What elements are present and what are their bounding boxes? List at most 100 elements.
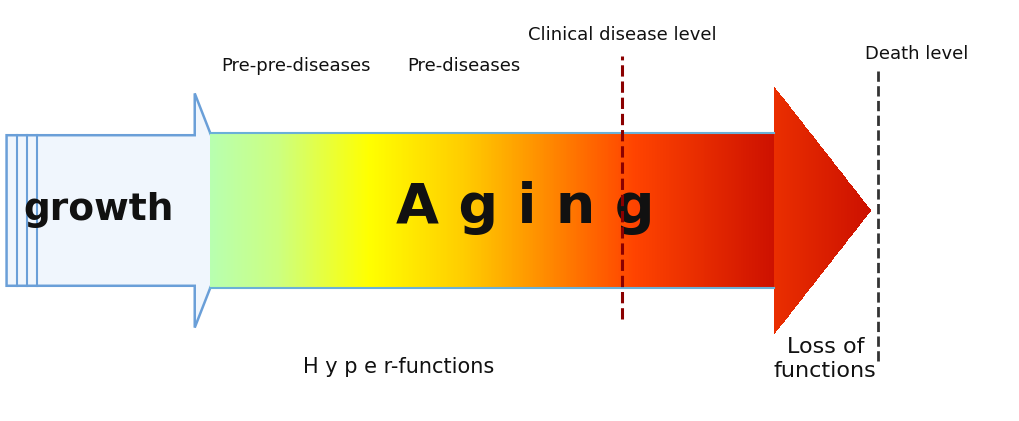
Bar <box>463 133 464 288</box>
Bar <box>688 133 689 288</box>
Bar <box>244 133 245 288</box>
Bar <box>233 133 235 288</box>
Bar <box>713 133 714 288</box>
Bar <box>728 133 729 288</box>
Bar <box>380 133 382 288</box>
Bar <box>604 133 606 288</box>
Bar <box>257 133 258 288</box>
Bar <box>389 133 390 288</box>
Bar <box>638 133 640 288</box>
Bar <box>397 133 398 288</box>
Bar <box>338 133 339 288</box>
Bar <box>258 133 259 288</box>
Bar <box>215 133 217 288</box>
Bar <box>637 133 638 288</box>
Bar <box>723 133 725 288</box>
Bar <box>534 133 535 288</box>
Text: Pre-diseases: Pre-diseases <box>408 57 521 75</box>
Bar <box>294 133 296 288</box>
Bar <box>354 133 355 288</box>
Bar <box>544 133 545 288</box>
Bar <box>424 133 426 288</box>
Bar <box>689 133 691 288</box>
Bar <box>586 133 588 288</box>
Bar <box>572 133 574 288</box>
Bar <box>739 133 740 288</box>
Bar <box>369 133 371 288</box>
Bar <box>764 133 765 288</box>
Bar <box>610 133 611 288</box>
Bar <box>376 133 378 288</box>
Bar <box>475 133 476 288</box>
Bar <box>268 133 269 288</box>
Bar <box>236 133 238 288</box>
Bar <box>492 133 493 288</box>
Bar <box>414 133 416 288</box>
Bar <box>452 133 453 288</box>
Text: Death level: Death level <box>864 45 968 63</box>
Bar <box>630 133 632 288</box>
Bar <box>570 133 571 288</box>
Bar <box>678 133 680 288</box>
Bar <box>581 133 582 288</box>
Bar <box>511 133 512 288</box>
Bar <box>747 133 748 288</box>
Bar <box>474 133 475 288</box>
Bar <box>607 133 608 288</box>
Bar <box>615 133 618 288</box>
Bar <box>375 133 376 288</box>
Bar <box>351 133 353 288</box>
Bar <box>275 133 276 288</box>
Bar <box>416 133 417 288</box>
Bar <box>423 133 424 288</box>
Bar <box>263 133 265 288</box>
Bar <box>406 133 408 288</box>
Bar <box>431 133 432 288</box>
Bar <box>494 133 496 288</box>
Polygon shape <box>6 93 240 328</box>
Bar <box>545 133 547 288</box>
Bar <box>211 133 213 288</box>
Bar <box>700 133 702 288</box>
Bar <box>592 133 593 288</box>
Bar <box>577 133 578 288</box>
Bar <box>316 133 317 288</box>
Bar <box>220 133 221 288</box>
Bar <box>758 133 759 288</box>
Bar <box>721 133 723 288</box>
Bar <box>613 133 614 288</box>
Bar <box>400 133 401 288</box>
Bar <box>623 133 625 288</box>
Bar <box>729 133 730 288</box>
Bar <box>761 133 762 288</box>
Bar <box>262 133 263 288</box>
Bar <box>277 133 279 288</box>
Bar <box>265 133 266 288</box>
Bar <box>328 133 329 288</box>
Bar <box>648 133 650 288</box>
Bar <box>250 133 251 288</box>
Bar <box>259 133 261 288</box>
Bar <box>766 133 768 288</box>
Bar <box>596 133 597 288</box>
Bar <box>213 133 214 288</box>
Bar <box>680 133 681 288</box>
Bar <box>221 133 222 288</box>
Bar <box>730 133 732 288</box>
Bar <box>754 133 755 288</box>
Bar <box>654 133 655 288</box>
Bar <box>632 133 633 288</box>
Bar <box>442 133 444 288</box>
Bar <box>658 133 659 288</box>
Bar <box>427 133 428 288</box>
Bar <box>325 133 327 288</box>
Bar <box>476 133 478 288</box>
Bar <box>226 133 228 288</box>
Bar <box>621 133 622 288</box>
Bar <box>276 133 277 288</box>
Bar <box>307 133 309 288</box>
Bar <box>588 133 589 288</box>
Bar <box>636 133 637 288</box>
Bar <box>640 133 641 288</box>
Bar <box>417 133 419 288</box>
